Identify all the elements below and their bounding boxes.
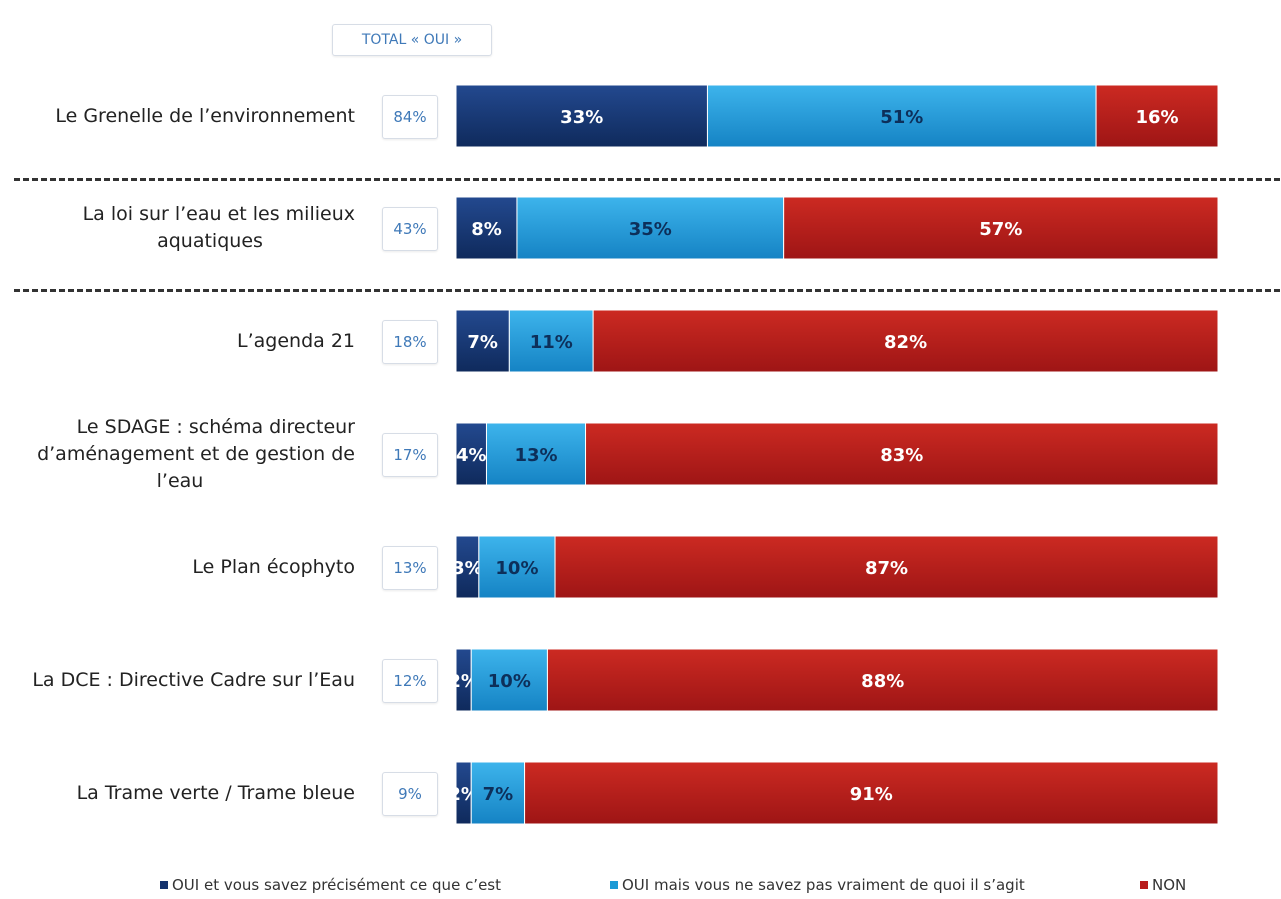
row-label-line: Le Grenelle de l’environnement: [55, 104, 355, 127]
legend: OUI et vous savez précisément ce que c’e…: [0, 872, 1281, 896]
row-label-5: La DCE : Directive Cadre sur l’Eau: [5, 667, 355, 694]
bar-segment-dark-0: [455, 84, 708, 148]
bar-segment-dark-3: [455, 422, 487, 486]
bar-segment-light-0: [706, 84, 1097, 148]
row-label-line: La Trame verte / Trame bleue: [76, 781, 355, 804]
bar-segment-red-6: [524, 761, 1219, 825]
total-oui-value-2: 18%: [382, 320, 438, 364]
legend-swatch-red: [1140, 881, 1148, 889]
bar-segment-red-5: [546, 648, 1219, 712]
bar-segment-red-0: [1095, 84, 1219, 148]
bar-value-label-light-3: 13%: [514, 445, 557, 466]
bar-value-label-light-4: 10%: [495, 558, 538, 579]
legend-item-oui-vague: OUI mais vous ne savez pas vraiment de q…: [610, 876, 1025, 894]
row-label-3: Le SDAGE : schéma directeur d’aménagement…: [5, 414, 355, 495]
divider-2: [14, 289, 1280, 292]
row-label-line: La DCE : Directive Cadre sur l’Eau: [32, 668, 355, 691]
row-label-line: d’aménagement et de gestion de: [37, 442, 355, 465]
bar-segment-light-4: [478, 535, 556, 599]
legend-item-oui-precis: OUI et vous savez précisément ce que c’e…: [160, 876, 501, 894]
row-label-line: Le Plan écophyto: [192, 555, 355, 578]
bar-value-label-light-1: 35%: [629, 219, 672, 240]
row-label-line: L’agenda 21: [237, 329, 355, 352]
bar-value-label-red-3: 83%: [880, 445, 923, 466]
bar-value-label-red-6: 91%: [850, 784, 893, 805]
bar-segment-red-3: [585, 422, 1219, 486]
bar-segment-dark-2: [455, 309, 510, 373]
divider-1: [14, 178, 1280, 181]
bar-value-label-light-5: 10%: [488, 671, 531, 692]
bar-value-label-red-1: 57%: [979, 219, 1022, 240]
row-label-line: La loi sur l’eau et les milieux: [82, 203, 355, 225]
bar-value-label-dark-2: 7%: [467, 332, 498, 353]
bar-value-label-light-0: 51%: [880, 107, 923, 128]
bar-value-label-red-5: 88%: [861, 671, 904, 692]
total-oui-value-5: 12%: [382, 659, 438, 703]
bar-segment-light-3: [485, 422, 587, 486]
bar-segment-red-2: [592, 309, 1219, 373]
row-label-line: l’eau: [156, 469, 204, 492]
legend-label-non: NON: [1152, 876, 1187, 894]
bar-segment-dark-1: [455, 196, 518, 260]
bar-value-label-red-4: 87%: [865, 558, 908, 579]
bar-value-label-light-2: 11%: [530, 332, 573, 353]
total-oui-value-4: 13%: [382, 546, 438, 590]
row-label-2: L’agenda 21: [5, 328, 355, 355]
legend-swatch-dark: [160, 881, 168, 889]
bar-segment-red-1: [783, 196, 1219, 260]
total-oui-value-0: 84%: [382, 95, 438, 139]
total-oui-value-6: 9%: [382, 772, 438, 816]
legend-swatch-light: [610, 881, 618, 889]
row-label-6: La Trame verte / Trame bleue: [5, 780, 355, 807]
bar-value-label-dark-4: 3%: [452, 558, 483, 579]
row-label-4: Le Plan écophyto: [5, 554, 355, 581]
bar-segment-light-2: [508, 309, 594, 373]
bar-value-label-dark-3: 4%: [456, 445, 487, 466]
row-label-line: aquatiques: [157, 230, 263, 252]
bar-segment-red-4: [554, 535, 1219, 599]
legend-label-oui-vague: OUI mais vous ne savez pas vraiment de q…: [622, 876, 1025, 894]
total-oui-value-1: 43%: [382, 207, 438, 251]
bar-value-label-light-6: 7%: [483, 784, 514, 805]
legend-item-non: NON: [1140, 876, 1186, 894]
bar-value-label-red-0: 16%: [1135, 107, 1178, 128]
bar-value-label-red-2: 82%: [884, 332, 927, 353]
row-label-0: Le Grenelle de l’environnement: [5, 103, 355, 130]
legend-label-oui-precis: OUI et vous savez précisément ce que c’e…: [172, 876, 502, 894]
total-oui-value-3: 17%: [382, 433, 438, 477]
row-label-line: Le SDAGE : schéma directeur: [76, 415, 355, 438]
bar-value-label-dark-0: 33%: [560, 107, 603, 128]
row-label-1: La loi sur l’eau et les milieux aquatique…: [5, 201, 355, 255]
bar-value-label-dark-1: 8%: [471, 219, 502, 240]
total-oui-header: TOTAL « OUI »: [332, 24, 492, 56]
